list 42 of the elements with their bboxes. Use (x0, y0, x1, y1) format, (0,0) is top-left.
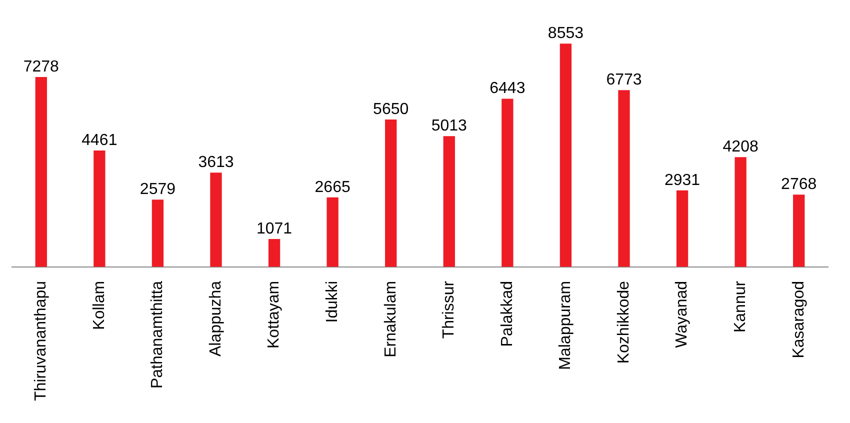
data-label: 2665 (314, 178, 350, 196)
bar (268, 238, 280, 267)
x-tick-label: Kozhikkode (615, 280, 632, 364)
data-label: 5013 (431, 117, 468, 134)
x-tick-label: Palakkad (498, 280, 516, 347)
x-tick-label: Thrissur (440, 280, 458, 339)
x-tick-label: Thiruvananthapu (32, 280, 50, 402)
data-label: 5650 (373, 100, 409, 118)
bar (560, 44, 572, 267)
bar (793, 194, 805, 267)
data-label: 7278 (23, 58, 60, 76)
bar (734, 157, 746, 267)
x-tick-label: Pathanamthitta (149, 280, 166, 389)
bar (618, 90, 630, 267)
x-tick-label: Alappuzha (207, 280, 224, 357)
data-label: 3613 (198, 154, 234, 172)
x-tick-label: Kollam (90, 280, 108, 330)
data-label: 8553 (548, 25, 584, 42)
data-label: 4208 (722, 138, 758, 156)
bar (152, 200, 164, 267)
x-tick-label: Kasaragod (790, 280, 808, 358)
bar (35, 76, 47, 267)
data-label: 2579 (140, 181, 176, 198)
data-label: 6443 (490, 80, 526, 98)
data-label: 4461 (82, 132, 118, 149)
data-label: 1071 (256, 220, 292, 238)
bar (210, 172, 222, 267)
data-label: 6773 (606, 72, 642, 89)
bar (94, 150, 106, 267)
x-tick-label: Malappuram (557, 280, 574, 370)
data-label: 2931 (664, 172, 700, 189)
bar (385, 119, 397, 267)
x-tick-label: Wayanad (674, 280, 691, 348)
x-tick-label: Idukki (324, 280, 341, 323)
x-tick-label: Kottayam (266, 280, 283, 349)
bar (326, 197, 338, 267)
x-tick-label: Ernakulam (382, 280, 400, 358)
x-tick-label: Kannur (732, 280, 749, 333)
bar (443, 136, 455, 267)
data-label: 2768 (781, 176, 817, 194)
bar (502, 98, 514, 267)
bar (676, 190, 688, 267)
